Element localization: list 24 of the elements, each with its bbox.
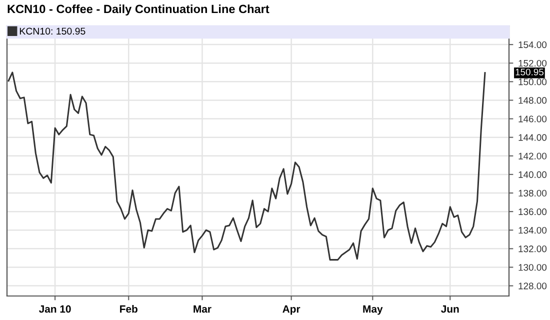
- legend-label: KCN10: 150.95: [20, 28, 86, 35]
- x-tick-label: Jan 10: [38, 305, 71, 313]
- y-tick-label: 138.00: [518, 190, 547, 197]
- y-tick-label: 136.00: [518, 208, 547, 216]
- y-tick-label: 144.00: [518, 134, 547, 141]
- text: 150.95: [516, 68, 544, 76]
- x-tick-label: Jun: [441, 305, 459, 313]
- y-tick-label: 128.00: [518, 282, 547, 290]
- y-tick-label: 134.00: [518, 226, 547, 234]
- chart-title: KCN10 - Coffee - Daily Continuation Line Chart: [8, 4, 270, 16]
- y-tick-label: 148.00: [518, 97, 547, 104]
- y-tick-label: 132.00: [518, 246, 547, 252]
- x-tick-label: Apr: [282, 305, 300, 315]
- y-tick-label: 140.00: [518, 171, 547, 178]
- y-tick-label: 130.00: [518, 264, 547, 271]
- y-tick-label: 142.00: [518, 152, 547, 160]
- line-series: [8, 72, 486, 261]
- x-tick-label: May: [363, 305, 383, 315]
- y-tick-label: 146.00: [518, 116, 547, 122]
- x-tick-label: Mar: [194, 305, 212, 313]
- x-tick-label: Feb: [120, 305, 138, 313]
- y-tick-label: 150.00: [518, 78, 547, 86]
- y-tick-label: 154.00: [518, 41, 547, 48]
- y-tick-label: 152.00: [518, 60, 547, 67]
